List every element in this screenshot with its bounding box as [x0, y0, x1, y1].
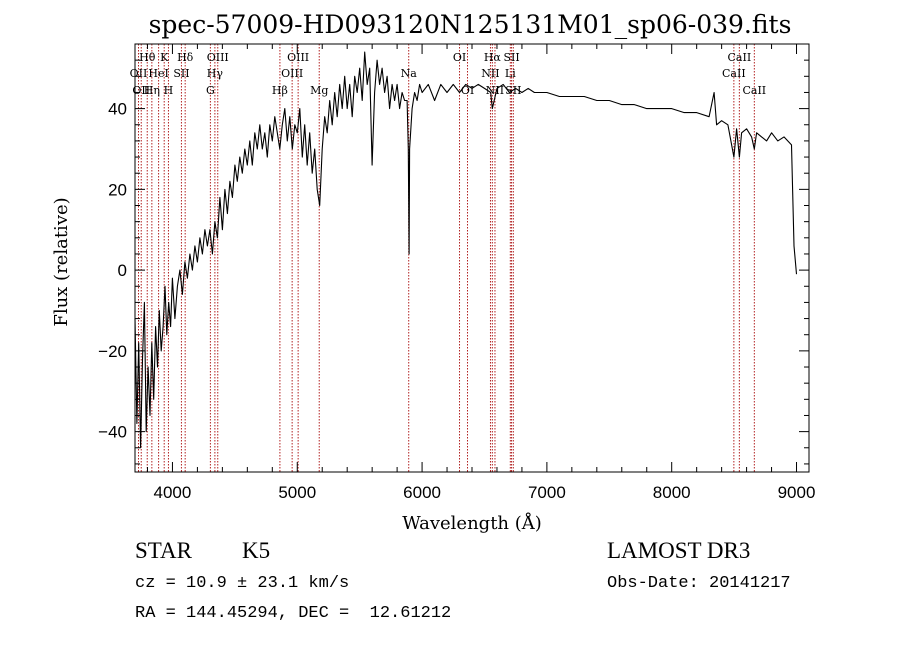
line-label-9: G	[206, 84, 215, 97]
chart-title: spec-57009-HD093120N125131M01_sp06-039.f…	[149, 10, 792, 39]
line-label-8: Hδ	[177, 51, 194, 64]
line-label-4: HeI	[148, 67, 168, 80]
line-label-1: OII	[132, 84, 150, 97]
line-label-2: Hθ	[139, 51, 156, 64]
x-tick-label-3: 7000	[528, 483, 566, 502]
line-label-12: Hβ	[272, 84, 288, 97]
redshift-info: cz = 10.9 ± 23.1 km/s	[135, 574, 350, 593]
spectral-line-labels: OII OII Hθ Hη HeI K H SII Hδ G Hγ OIII Hβ OIII OIII Mg N…	[130, 51, 767, 97]
survey-name: LAMOST DR3	[607, 538, 751, 563]
line-label-11: OIII	[207, 51, 229, 64]
x-tick-label-5: 9000	[778, 483, 816, 502]
y-tick-label-2: 0	[118, 261, 127, 280]
line-label-16: Na	[401, 67, 418, 80]
line-label-15: Mg	[310, 84, 328, 97]
spectral-line-markers	[137, 44, 755, 472]
spectrum-series-line	[134, 51, 798, 449]
line-label-26: CaII	[728, 51, 752, 64]
line-label-25: CaII	[722, 67, 746, 80]
x-tick-label-4: 8000	[653, 483, 691, 502]
line-label-23: SII	[503, 51, 519, 64]
y-axis-label: Flux (relative)	[51, 197, 72, 326]
line-label-14: OIII	[287, 51, 309, 64]
line-label-10: Hγ	[207, 67, 224, 80]
line-label-19: NII	[481, 67, 499, 80]
y-tick-label-4: 40	[108, 100, 127, 119]
object-class: STAR	[135, 538, 192, 563]
y-axis: −40 −20 0 20 40	[98, 59, 809, 465]
x-tick-label-1: 5000	[278, 483, 316, 502]
x-axis: 4000 5000 6000 7000 8000 9000	[146, 44, 816, 502]
line-label-0: OII	[130, 67, 148, 80]
x-axis-label: Wavelength (Å)	[402, 512, 542, 534]
plot-frame	[134, 43, 810, 473]
y-tick-label-1: −20	[98, 342, 127, 361]
x-tick-label-2: 6000	[403, 483, 441, 502]
line-label-7: SII	[173, 67, 189, 80]
y-tick-label-0: −40	[98, 423, 127, 442]
line-label-13: OIII	[281, 67, 303, 80]
line-label-5: K	[160, 51, 169, 64]
line-label-22: Li	[505, 67, 516, 80]
coordinates: RA = 144.45294, DEC = 12.61212	[135, 604, 452, 623]
line-label-6: H	[164, 84, 174, 97]
line-label-20: Hα	[484, 51, 502, 64]
line-label-3: Hη	[144, 84, 160, 97]
obs-date: Obs-Date: 20141217	[607, 574, 791, 593]
y-tick-label-3: 20	[108, 180, 127, 199]
object-subclass: K5	[242, 538, 271, 563]
x-tick-label-0: 4000	[154, 483, 192, 502]
line-label-27: CaII	[742, 84, 766, 97]
line-label-17: OI	[453, 51, 466, 64]
